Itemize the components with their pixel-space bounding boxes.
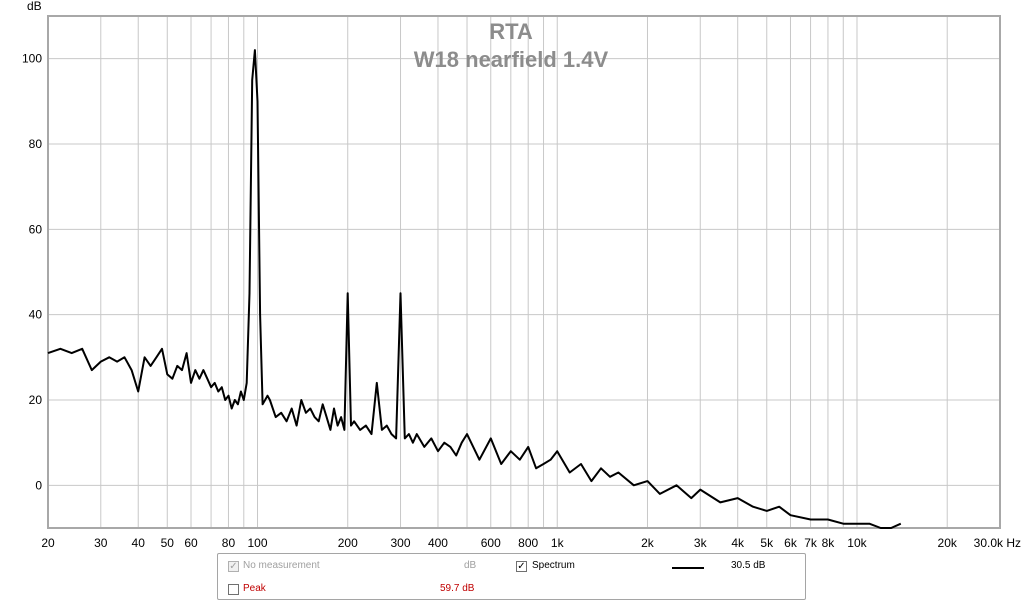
x-tick-label: 100: [247, 536, 267, 550]
x-tick-label: 600: [481, 536, 501, 550]
spectrum-line-swatch: [672, 567, 704, 569]
y-tick-label: 80: [29, 137, 43, 151]
x-tick-label: 1k: [551, 536, 565, 550]
x-tick-label: 6k: [784, 536, 798, 550]
x-tick-label: 10k: [847, 536, 867, 550]
no-measurement-label: No measurement: [243, 560, 320, 571]
series-line-spectrum: [47, 49, 902, 529]
x-tick-label: 300: [391, 536, 411, 550]
spectrum-checkbox[interactable]: ✓: [516, 561, 527, 572]
y-tick-label: 40: [29, 308, 43, 322]
x-tick-label: 20k: [938, 536, 958, 550]
y-tick-label: 0: [35, 478, 42, 492]
y-tick-label: 60: [29, 222, 43, 236]
x-tick-label: 30: [94, 536, 108, 550]
x-tick-label: 3k: [694, 536, 708, 550]
x-tick-labels: 20 30 40 50 60 80 100 200 300 400 600 800 1k 2k 3k 4k 5k…: [41, 536, 1021, 550]
x-tick-label: 2k: [641, 536, 655, 550]
x-tick-label: 8k: [822, 536, 836, 550]
rta-chart: dB 0 20 40 60 80 100 20 30 40 50 60 80 100 200 300 400…: [22, 0, 1021, 550]
x-tick-label: 80: [222, 536, 236, 550]
y-tick-label: 20: [29, 393, 43, 407]
x-tick-label: 60: [184, 536, 198, 550]
x-tick-label: 50: [161, 536, 175, 550]
x-tick-label: 7k: [804, 536, 818, 550]
y-axis-unit: dB: [27, 0, 42, 13]
x-tick-label: 40: [132, 536, 146, 550]
series-layer: [47, 49, 902, 529]
legend-box: ✓ No measurement dB ✓ Spectrum 30.5 dB P…: [217, 553, 806, 600]
chart-title: RTA: [489, 19, 533, 44]
x-tick-label: 800: [518, 536, 538, 550]
x-tick-label: 400: [428, 536, 448, 550]
peak-label: Peak: [243, 583, 266, 594]
y-tick-label: 100: [22, 52, 42, 66]
spectrum-label: Spectrum: [532, 560, 575, 571]
x-tick-label: 30.0k Hz: [974, 536, 1021, 550]
x-tick-label: 200: [338, 536, 358, 550]
legend-row-peak: Peak 59.7 dB: [218, 580, 805, 600]
plot-border: [47, 15, 1001, 529]
spectrum-value: 30.5 dB: [731, 560, 766, 571]
chart-subtitle: W18 nearfield 1.4V: [414, 47, 609, 72]
peak-checkbox[interactable]: [228, 584, 239, 595]
plot-area: [48, 16, 1000, 528]
plot-frame: [47, 15, 1001, 529]
x-tick-label: 20: [41, 536, 55, 550]
x-tick-label: 5k: [760, 536, 774, 550]
x-tick-label: 4k: [731, 536, 745, 550]
legend-row-no-measurement: ✓ No measurement dB ✓ Spectrum 30.5 dB: [218, 557, 805, 577]
no-measurement-unit: dB: [464, 560, 477, 571]
y-tick-labels: 0 20 40 60 80 100: [22, 52, 42, 493]
peak-value: 59.7 dB: [440, 583, 475, 594]
no-measurement-checkbox[interactable]: ✓: [228, 561, 239, 572]
